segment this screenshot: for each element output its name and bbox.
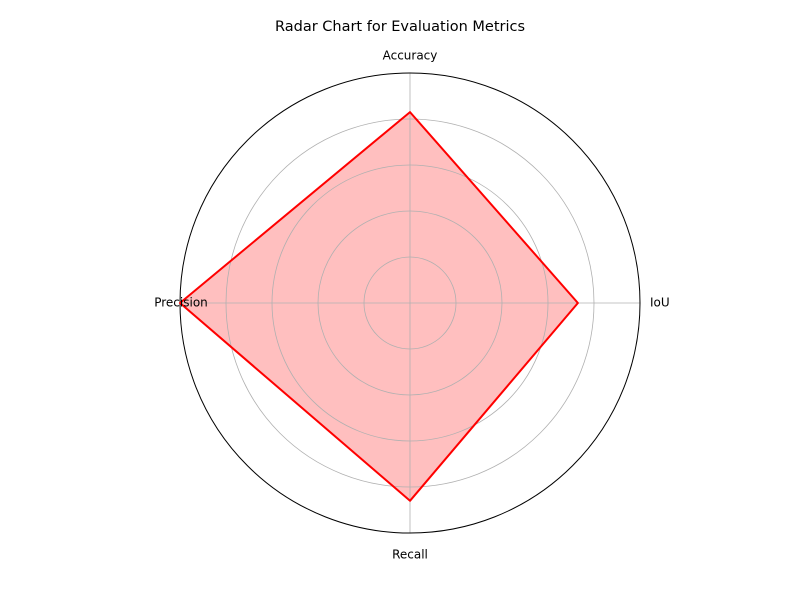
axis-label-iou: IoU bbox=[650, 296, 670, 310]
axis-label-accuracy: Accuracy bbox=[383, 49, 438, 63]
series-area bbox=[180, 112, 578, 501]
chart-title: Radar Chart for Evaluation Metrics bbox=[274, 19, 526, 35]
axis-label-precision: Precision bbox=[154, 296, 208, 310]
series-line bbox=[179, 111, 579, 502]
axis-label-recall: Recall bbox=[392, 548, 428, 562]
